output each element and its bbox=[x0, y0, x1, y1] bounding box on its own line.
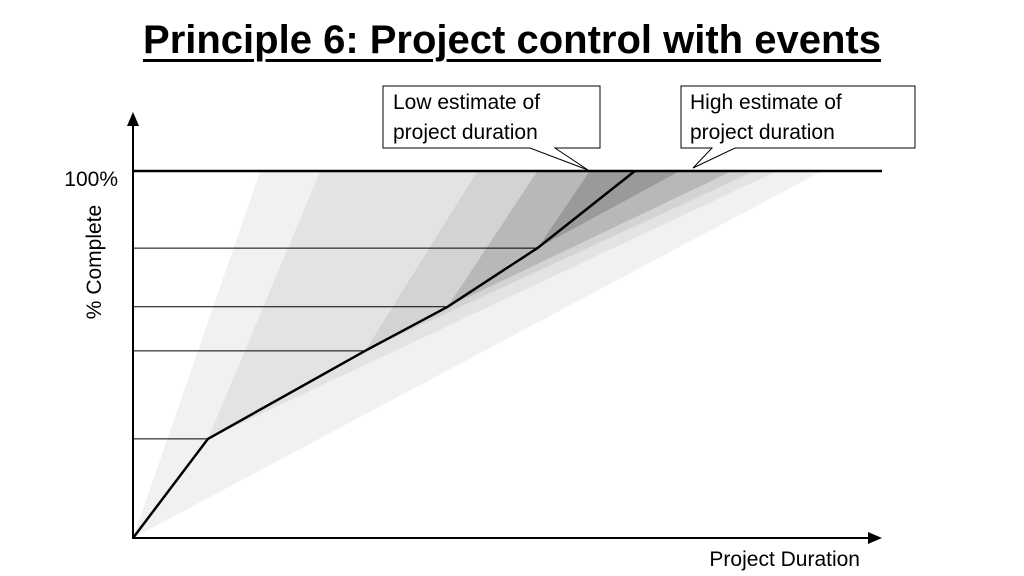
uncertainty-fan-3 bbox=[365, 171, 755, 351]
y-axis-arrow bbox=[127, 112, 139, 126]
x-axis-arrow bbox=[868, 532, 882, 544]
low-callout-box bbox=[382, 85, 601, 171]
high-callout-box bbox=[680, 85, 916, 169]
low-callout-line1: Low estimate of bbox=[393, 91, 540, 114]
uncertainty-fans bbox=[133, 171, 823, 538]
low-callout-line2: project duration bbox=[393, 121, 538, 144]
x-axis-label: Project Duration bbox=[709, 548, 860, 571]
uncertainty-fan-4 bbox=[447, 171, 733, 307]
high-callout-line2: project duration bbox=[690, 121, 835, 144]
high-callout-line1: High estimate of bbox=[690, 91, 842, 114]
page-title: Principle 6: Project control with events bbox=[143, 18, 881, 62]
event-level-lines bbox=[133, 247, 538, 440]
y-tick-100: 100% bbox=[64, 168, 118, 191]
y-axis-label: % Complete bbox=[83, 205, 106, 319]
uncertainty-fan-5 bbox=[537, 171, 680, 249]
high-estimate-callout: High estimate of project duration bbox=[680, 85, 916, 169]
progress-line bbox=[132, 170, 636, 539]
low-estimate-callout: Low estimate of project duration bbox=[382, 85, 601, 171]
uncertainty-fan-2 bbox=[207, 171, 778, 439]
